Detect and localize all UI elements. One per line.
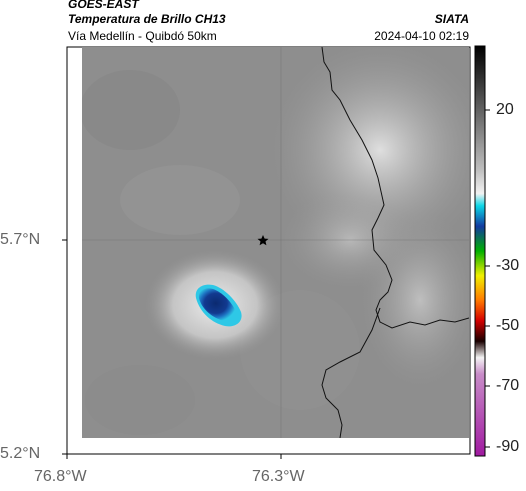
- x-tick-label: 76.3°W: [252, 468, 305, 485]
- colorbar-tick-label: -50: [496, 317, 520, 334]
- organization-label: SIATA: [434, 12, 469, 26]
- product-title: Temperatura de Brillo CH13: [68, 12, 226, 26]
- colorbar-tick-label: -30: [496, 257, 520, 274]
- colorbar-tick-label: -90: [496, 438, 520, 455]
- colorbar-tick-label: 20: [496, 101, 514, 118]
- colorbar-tick-label: -70: [496, 377, 520, 394]
- y-tick-label: 5.7°N: [0, 231, 41, 248]
- datetime-label: 2024-04-10 02:19: [374, 29, 469, 43]
- colorbar: [474, 45, 486, 457]
- x-tick-label: 76.8°W: [34, 468, 87, 485]
- star-icon: [257, 235, 269, 246]
- border-line: [321, 47, 469, 329]
- brightness-temperature-field: [82, 47, 469, 438]
- satellite-title: GOES-EAST: [68, 0, 139, 11]
- y-tick-label: 5.2°N: [0, 445, 41, 462]
- region-subtitle: Vía Medellín - Quibdó 50km: [68, 29, 217, 43]
